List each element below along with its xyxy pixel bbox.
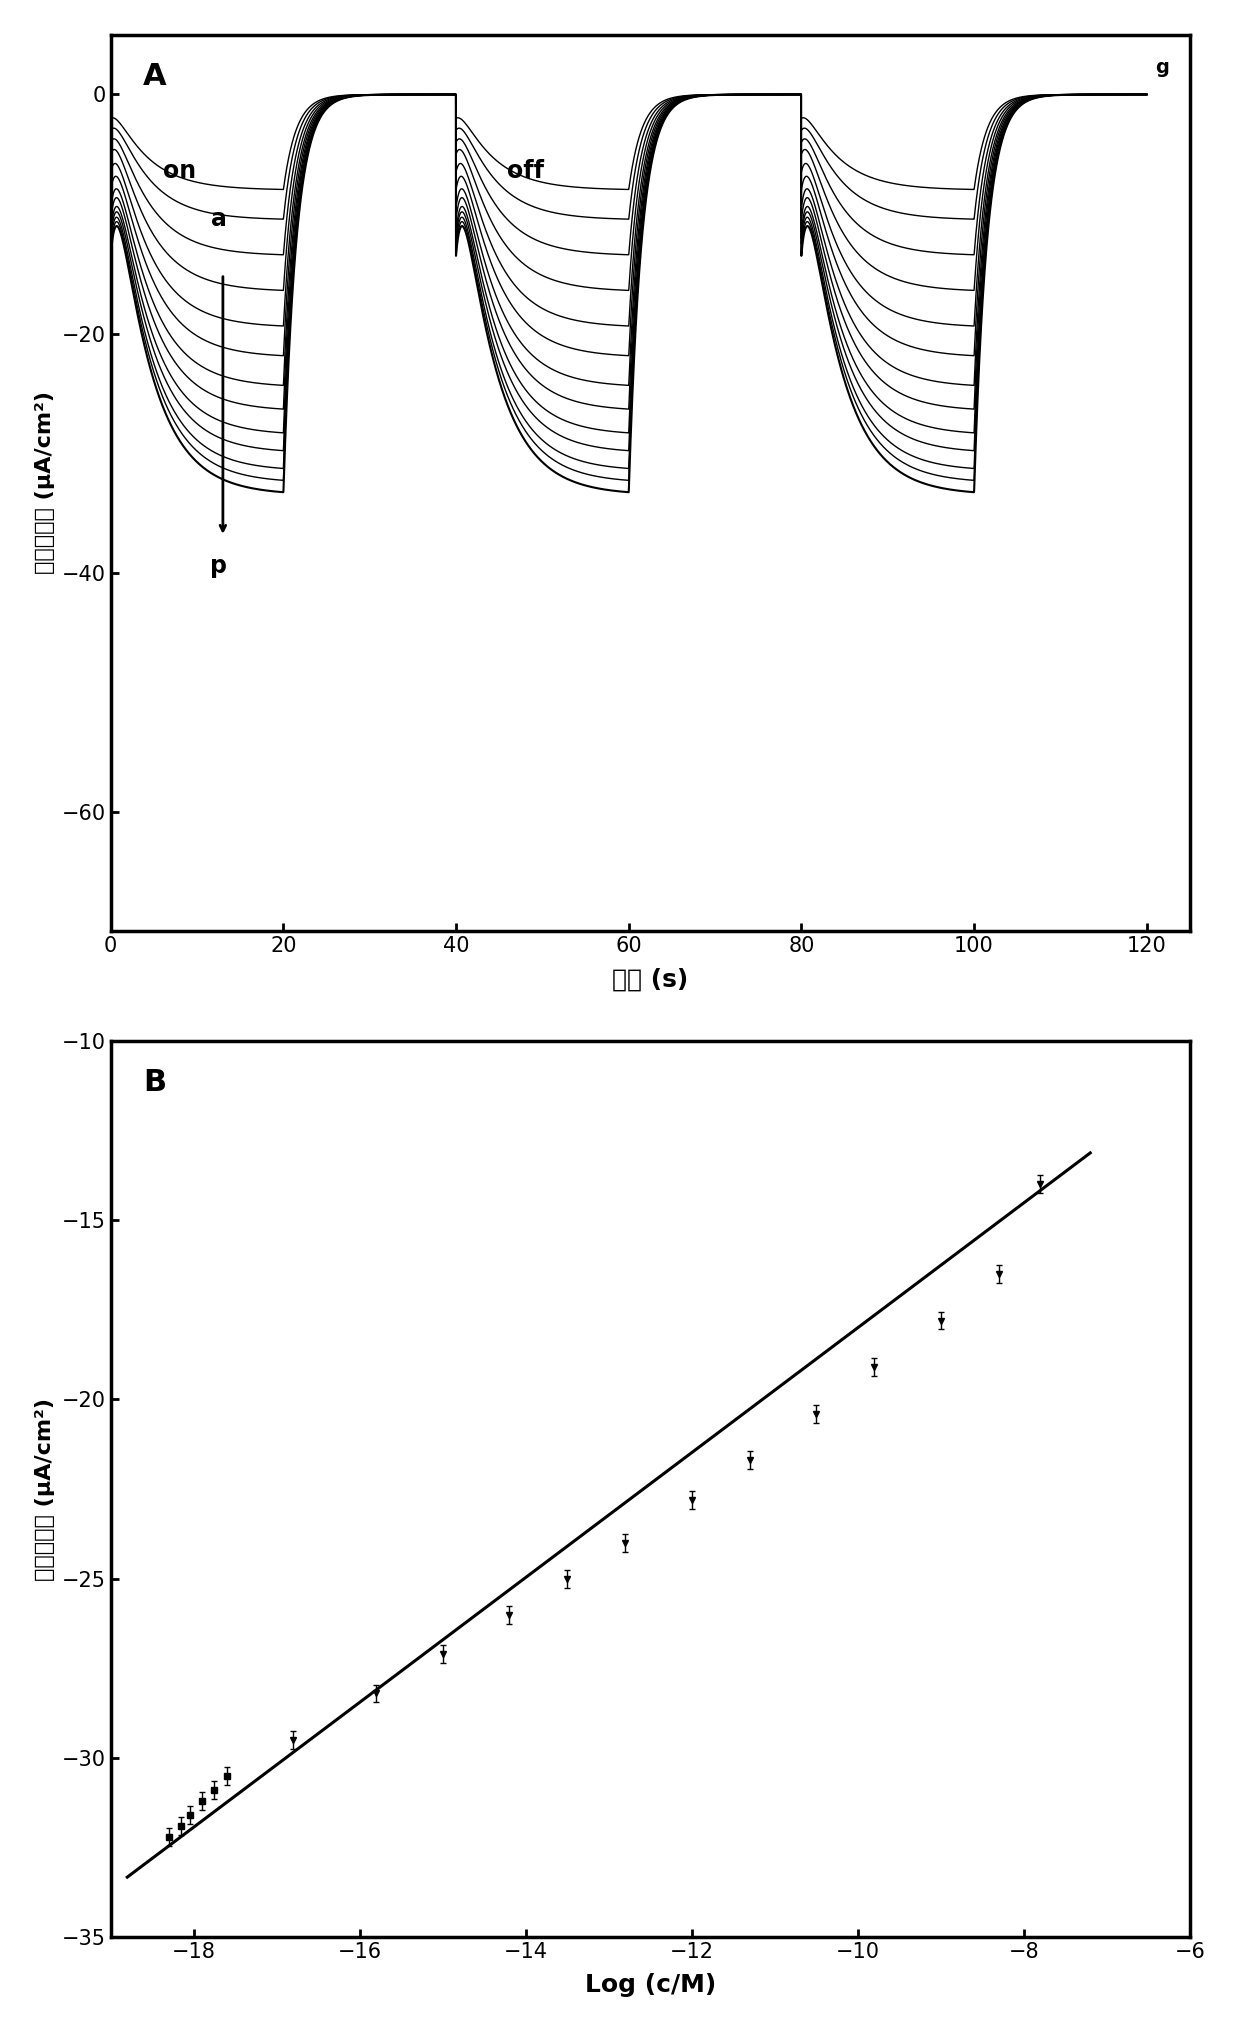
Y-axis label: 光电流密度 (μA/cm²): 光电流密度 (μA/cm²) [35,1398,55,1581]
Text: p: p [210,553,227,577]
Text: off: off [507,158,543,183]
Text: B: B [143,1067,166,1097]
X-axis label: Log (c/M): Log (c/M) [584,1973,715,1997]
Y-axis label: 光电流密度 (μA/cm²): 光电流密度 (μA/cm²) [35,392,55,575]
Text: A: A [143,61,166,91]
Text: a: a [211,207,227,232]
Text: g: g [1156,57,1169,77]
X-axis label: 时间 (s): 时间 (s) [613,967,688,992]
Text: on: on [164,158,196,183]
